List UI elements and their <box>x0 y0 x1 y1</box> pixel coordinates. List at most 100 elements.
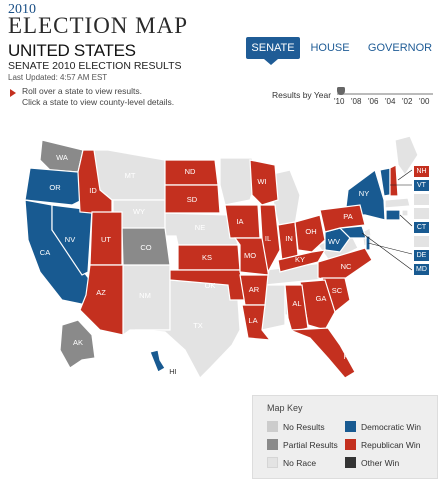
label-mt: MT <box>125 171 136 180</box>
label-ia: IA <box>236 217 243 226</box>
label-tx: TX <box>193 321 203 330</box>
year-selector-label: Results by Year <box>272 90 332 100</box>
tag-ct[interactable]: CT <box>414 222 429 233</box>
tag-md[interactable]: MD <box>414 264 429 275</box>
tab-governor[interactable]: GOVERNOR <box>367 42 433 54</box>
label-nv: NV <box>65 235 75 244</box>
label-la: LA <box>248 316 257 325</box>
map-key: Map Key No Results Partial Results No Ra… <box>252 395 438 479</box>
label-oh: OH <box>305 227 316 236</box>
region-title: UNITED STATES <box>8 41 136 60</box>
state-ma[interactable] <box>384 197 411 209</box>
year-tick[interactable]: '08 <box>351 97 362 106</box>
year-tick[interactable]: '02 <box>402 97 413 106</box>
state-oh[interactable] <box>294 214 326 253</box>
label-ks: KS <box>202 253 212 262</box>
label-mo: MO <box>244 251 256 260</box>
label-ar: AR <box>249 285 260 294</box>
swatch-no-results <box>267 421 278 432</box>
year-tick[interactable]: '06 <box>368 97 379 106</box>
tab-senate[interactable]: SENATE <box>246 37 300 59</box>
year-tick[interactable]: '00 <box>419 97 430 106</box>
swatch-no-race <box>267 457 278 468</box>
tag-nh[interactable]: NH <box>414 166 429 177</box>
page-title: ELECTION MAP <box>8 13 189 38</box>
state-hi[interactable] <box>149 349 166 373</box>
state-nc[interactable] <box>317 247 373 283</box>
label-ny: NY <box>359 189 369 198</box>
tag-de[interactable]: DE <box>414 250 429 261</box>
state-la[interactable] <box>241 304 272 341</box>
state-nm[interactable] <box>122 264 171 337</box>
label-ut: UT <box>101 235 111 244</box>
label-az: AZ <box>96 288 106 297</box>
year-tick[interactable]: '10 <box>334 97 345 106</box>
legend-no-race: No Race <box>283 458 317 468</box>
state-co[interactable] <box>121 227 171 266</box>
label-fl: FL <box>344 352 353 361</box>
label-ak: AK <box>73 338 83 347</box>
label-or: OR <box>49 183 61 192</box>
state-me[interactable] <box>394 135 419 177</box>
legend-no-results: No Results <box>283 422 325 432</box>
race-tabs: SENATE HOUSE GOVERNOR <box>246 37 436 63</box>
state-wi[interactable] <box>249 159 279 206</box>
label-ga: GA <box>316 294 327 303</box>
map-key-title: Map Key <box>267 403 303 413</box>
legend-democratic: Democratic Win <box>361 422 421 432</box>
label-sc: SC <box>332 286 343 295</box>
label-wi: WI <box>257 177 266 186</box>
instruction-click: Click a state to view county-level detai… <box>22 97 175 107</box>
label-in: IN <box>285 234 293 243</box>
state-ky[interactable] <box>277 249 327 273</box>
instruction-rollover: Roll over a state to view results. <box>22 86 142 96</box>
tag-vt[interactable]: VT <box>414 180 429 191</box>
label-pa: PA <box>343 212 352 221</box>
label-nd: ND <box>185 167 196 176</box>
play-arrow-icon <box>10 89 16 97</box>
label-al: AL <box>292 299 301 308</box>
legend-partial-results: Partial Results <box>283 440 338 450</box>
active-tab-pointer <box>264 59 278 65</box>
state-mn[interactable] <box>219 157 259 206</box>
label-wv: WV <box>328 237 340 246</box>
label-wa: WA <box>56 153 68 162</box>
year-slider-track[interactable] <box>337 93 433 95</box>
legend-republican: Republican Win <box>361 440 421 450</box>
label-ky: KY <box>295 255 305 264</box>
label-hi: HI <box>169 367 177 376</box>
state-az[interactable] <box>79 264 124 336</box>
race-title: SENATE 2010 ELECTION RESULTS <box>8 60 182 72</box>
state-ak[interactable] <box>59 319 96 369</box>
year-slider-handle[interactable] <box>337 87 345 95</box>
state-pa[interactable] <box>319 204 366 233</box>
swatch-other <box>345 457 356 468</box>
us-map: WA OR CA NV ID UT AZ CO ND SD KS OK IA M… <box>24 135 419 379</box>
label-ca: CA <box>40 248 50 257</box>
tag-blank <box>414 236 429 247</box>
year-tick[interactable]: '04 <box>385 97 396 106</box>
swatch-partial-results <box>267 439 278 450</box>
legend-other: Other Win <box>361 458 400 468</box>
state-nh[interactable] <box>389 164 399 197</box>
state-ct[interactable] <box>385 209 401 221</box>
tab-house[interactable]: HOUSE <box>310 42 350 54</box>
label-il: IL <box>265 234 271 243</box>
label-ne: NE <box>195 223 205 232</box>
label-id: ID <box>89 186 97 195</box>
state-fl[interactable] <box>289 327 356 379</box>
label-wy: WY <box>133 207 145 216</box>
tag-blank <box>414 194 429 205</box>
election-year: 2010 <box>8 2 36 17</box>
state-sd[interactable] <box>164 184 221 214</box>
label-ok: OK <box>205 281 216 290</box>
tag-blank <box>414 208 429 219</box>
state-or[interactable] <box>24 167 83 206</box>
label-co: CO <box>140 243 151 252</box>
state-id[interactable] <box>77 149 113 216</box>
label-nm: NM <box>139 291 151 300</box>
state-ri[interactable] <box>401 209 409 217</box>
state-il[interactable] <box>259 204 281 274</box>
tag-connector-lines <box>361 169 413 271</box>
label-nc: NC <box>341 262 352 271</box>
